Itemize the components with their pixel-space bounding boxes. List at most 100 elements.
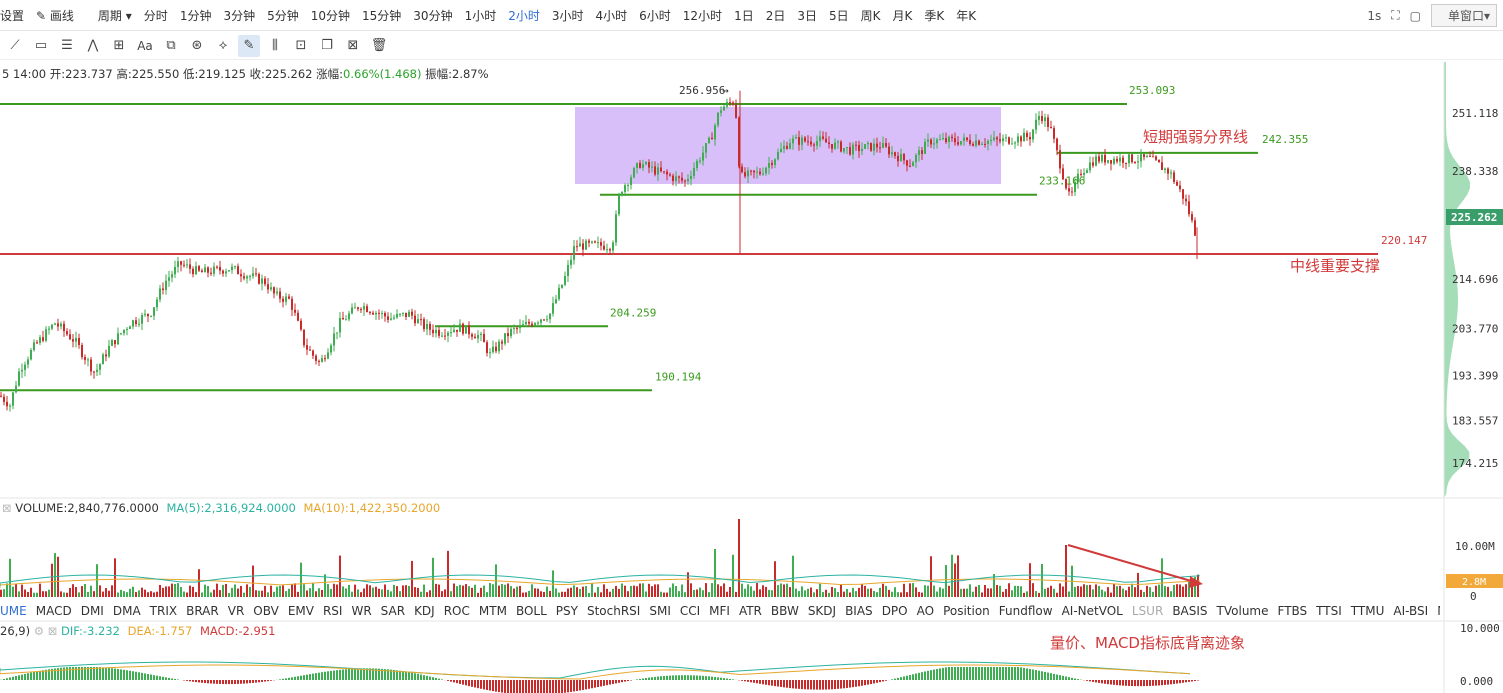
rectangle-icon[interactable]: ▭ (34, 38, 48, 53)
indicator-smi[interactable]: SMI (649, 604, 671, 618)
indicator-ftbs[interactable]: FTBS (1277, 604, 1308, 618)
candle-body (1167, 168, 1169, 174)
macd-bar (207, 680, 209, 684)
volume-bar (111, 585, 113, 597)
period-20[interactable]: 年K (956, 8, 977, 23)
period-0[interactable]: 分时 (143, 8, 168, 23)
text-icon[interactable]: Aa (137, 38, 153, 53)
settings-icon[interactable]: ⚙ (33, 624, 45, 638)
magnet-icon[interactable]: ⊛ (191, 38, 203, 53)
indicator-vr[interactable]: VR (227, 604, 245, 618)
indicator-bias[interactable]: BIAS (845, 604, 873, 618)
indicator-emv[interactable]: EMV (287, 604, 314, 618)
indicator-skdj[interactable]: SKDJ (807, 604, 837, 618)
indicator-lsur[interactable]: LSUR (1131, 604, 1164, 618)
indicator-cci[interactable]: CCI (679, 604, 701, 618)
single-window-button[interactable]: 单窗口▾ (1430, 4, 1497, 27)
single-window-label: 单窗口 (1447, 9, 1484, 23)
period-18[interactable]: 月K (892, 8, 913, 23)
refresh-interval[interactable]: 1s (1367, 8, 1382, 23)
period-2[interactable]: 3分钟 (223, 8, 256, 23)
indicator-ai-bsi[interactable]: AI-BSI (1393, 604, 1429, 618)
trash-icon[interactable]: 🗑 (370, 38, 388, 53)
indicator-macd[interactable]: MACD (35, 604, 72, 618)
volume-bar (342, 586, 344, 597)
fib-icon[interactable]: ⧉ (166, 38, 176, 53)
indicator-trix[interactable]: TRIX (149, 604, 178, 618)
indicator-dma[interactable]: DMA (112, 604, 141, 618)
period-1[interactable]: 1分钟 (179, 8, 212, 23)
close-icon[interactable]: ⊠ (47, 624, 58, 638)
indicator-ttsi[interactable]: TTSI (1316, 604, 1342, 618)
period-19[interactable]: 季K (924, 8, 945, 23)
indicator-rsi[interactable]: RSI (322, 604, 343, 618)
indicator-basis[interactable]: BASIS (1172, 604, 1208, 618)
grid-icon[interactable]: ⊞ (113, 38, 125, 53)
macd-bar (870, 680, 872, 685)
indicator-ao[interactable]: AO (916, 604, 935, 618)
indicator-dmi[interactable]: DMI (80, 604, 104, 618)
candle-body (918, 150, 920, 155)
settings-button[interactable]: 设置 (0, 8, 25, 23)
indicator-ttmu[interactable]: TTMU (1350, 604, 1385, 618)
period-9[interactable]: 3小时 (551, 8, 584, 23)
indicator-stochrsi[interactable]: StochRSI (586, 604, 641, 618)
copy-icon[interactable]: ❐ (321, 38, 333, 53)
period-11[interactable]: 6小时 (639, 8, 671, 23)
volume-bar (618, 588, 620, 597)
indicator-brar[interactable]: BRAR (186, 604, 219, 618)
period-6[interactable]: 30分钟 (413, 8, 453, 23)
period-8[interactable]: 2小时 (508, 8, 540, 23)
indicator-ai-netvol[interactable]: AI-NetVOL (1061, 604, 1123, 618)
macd-bar (1140, 680, 1142, 687)
trend-line-icon[interactable]: ⟋ (10, 38, 20, 53)
horizontal-line-icon[interactable]: ☰ (61, 38, 73, 53)
period-dropdown[interactable]: 周期 ▾ (98, 7, 132, 24)
period-5[interactable]: 15分钟 (362, 8, 402, 23)
period-12[interactable]: 12小时 (682, 8, 723, 23)
indicator-kdj[interactable]: KDJ (414, 604, 435, 618)
period-17[interactable]: 周K (860, 8, 881, 23)
period-14[interactable]: 2日 (765, 8, 786, 23)
indicator-bbw[interactable]: BBW (770, 604, 799, 618)
period-13[interactable]: 1日 (734, 8, 754, 23)
period-10[interactable]: 4小时 (595, 8, 628, 23)
candle-body (1059, 150, 1061, 169)
macd-bar (1116, 680, 1118, 686)
lock-icon[interactable]: ⊡ (295, 38, 307, 53)
candle-body (1029, 136, 1031, 140)
indicator-dpo[interactable]: DPO (881, 604, 908, 618)
candle-body (438, 329, 440, 336)
fullscreen-icon[interactable]: ▢ (1409, 8, 1421, 23)
period-7[interactable]: 1小时 (464, 8, 497, 23)
period-3[interactable]: 5分钟 (267, 8, 299, 23)
indicator-tvolume[interactable]: TVolume (1216, 604, 1269, 618)
indicator-wr[interactable]: WR (351, 604, 372, 618)
draw-line-button[interactable]: ✎ 画线 (36, 7, 74, 24)
screenshot-icon[interactable]: ⊠ (347, 38, 359, 53)
indicator-mtm[interactable]: MTM (478, 604, 507, 618)
indicator-roc[interactable]: ROC (443, 604, 470, 618)
indicator-obv[interactable]: OBV (253, 604, 279, 618)
ruler-icon[interactable]: ⟡ (218, 38, 228, 53)
period-16[interactable]: 5日 (828, 8, 849, 23)
period-4[interactable]: 10分钟 (310, 8, 351, 23)
brush-icon[interactable]: ✎ (238, 34, 260, 57)
period-15[interactable]: 3日 (797, 8, 817, 23)
pattern-icon[interactable]: ⫼ (272, 38, 278, 53)
indicator-sar[interactable]: SAR (380, 604, 406, 618)
indicator-atr[interactable]: ATR (738, 604, 762, 618)
indicator-psy[interactable]: PSY (555, 604, 578, 618)
indicator-mlr[interactable]: MLR (1437, 604, 1440, 618)
volume-bar (924, 585, 926, 597)
indicator-fundflow[interactable]: Fundflow (998, 604, 1053, 618)
indicator-position[interactable]: Position (943, 604, 990, 618)
close-icon[interactable]: ⊠ (2, 501, 12, 515)
expand-icon[interactable]: ⛶ (1391, 8, 1400, 22)
indicator-boll[interactable]: BOLL (515, 604, 547, 618)
candle-body (873, 143, 875, 151)
indicator-mfi[interactable]: MFI (709, 604, 730, 618)
wave-icon[interactable]: ⋀ (87, 38, 99, 53)
indicator-ume[interactable]: UME (0, 604, 27, 618)
